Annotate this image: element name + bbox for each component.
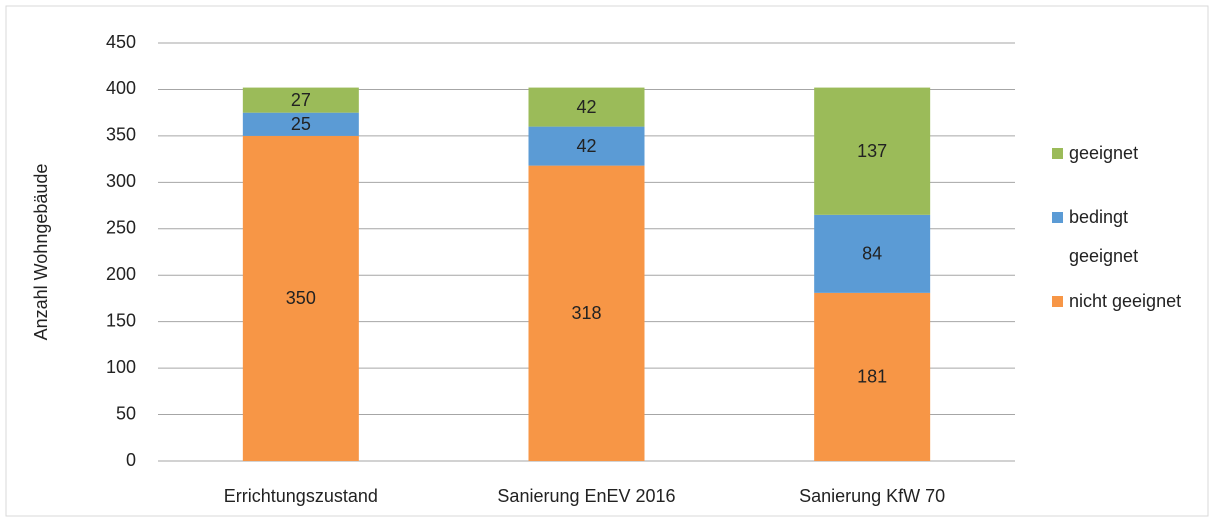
bar-segment: [528, 165, 645, 461]
legend-label: geeignet: [1069, 143, 1139, 163]
data-label: 42: [576, 97, 596, 117]
data-label: 350: [286, 288, 316, 308]
bar-segment: [814, 292, 931, 461]
legend-item: nicht geeignet: [1052, 282, 1187, 321]
legend-swatch: [1052, 148, 1063, 159]
y-tick-label: 250: [106, 218, 136, 238]
x-tick-label: Errichtungszustand: [224, 486, 378, 506]
y-tick-label: 350: [106, 125, 136, 145]
y-tick-label: 0: [126, 450, 136, 470]
y-tick-label: 400: [106, 78, 136, 98]
x-tick-label: Sanierung EnEV 2016: [497, 486, 675, 506]
y-tick-label: 50: [116, 403, 136, 423]
data-label: 137: [857, 141, 887, 161]
y-tick-label: 200: [106, 264, 136, 284]
frame: [5, 5, 1209, 517]
legend-swatch: [1052, 296, 1063, 307]
data-label: 181: [857, 367, 887, 387]
y-tick-label: 450: [106, 32, 136, 52]
bar-segment: [242, 135, 359, 461]
data-label: 27: [291, 90, 311, 110]
bar-segment: [528, 126, 645, 166]
data-label: 84: [862, 244, 882, 264]
legend-item: bedingt geeignet: [1052, 198, 1187, 276]
data-label: 25: [291, 114, 311, 134]
legend-item: geeignet: [1052, 134, 1187, 173]
y-tick-label: 300: [106, 171, 136, 191]
legend-label: bedingt geeignet: [1069, 207, 1139, 266]
bar-segment: [528, 87, 645, 127]
bar-segment: [242, 112, 359, 136]
y-axis-label: Anzahl Wohngebäude: [31, 164, 51, 341]
data-label: 42: [576, 136, 596, 156]
y-tick-label: 100: [106, 357, 136, 377]
data-label: 318: [571, 303, 601, 323]
bar-segment: [242, 87, 359, 113]
bar-segment: [814, 214, 931, 293]
legend-swatch: [1052, 212, 1063, 223]
legend-label: nicht geeignet: [1069, 291, 1182, 311]
x-tick-label: Sanierung KfW 70: [799, 486, 945, 506]
bar-segment: [814, 87, 931, 215]
y-tick-label: 150: [106, 310, 136, 330]
